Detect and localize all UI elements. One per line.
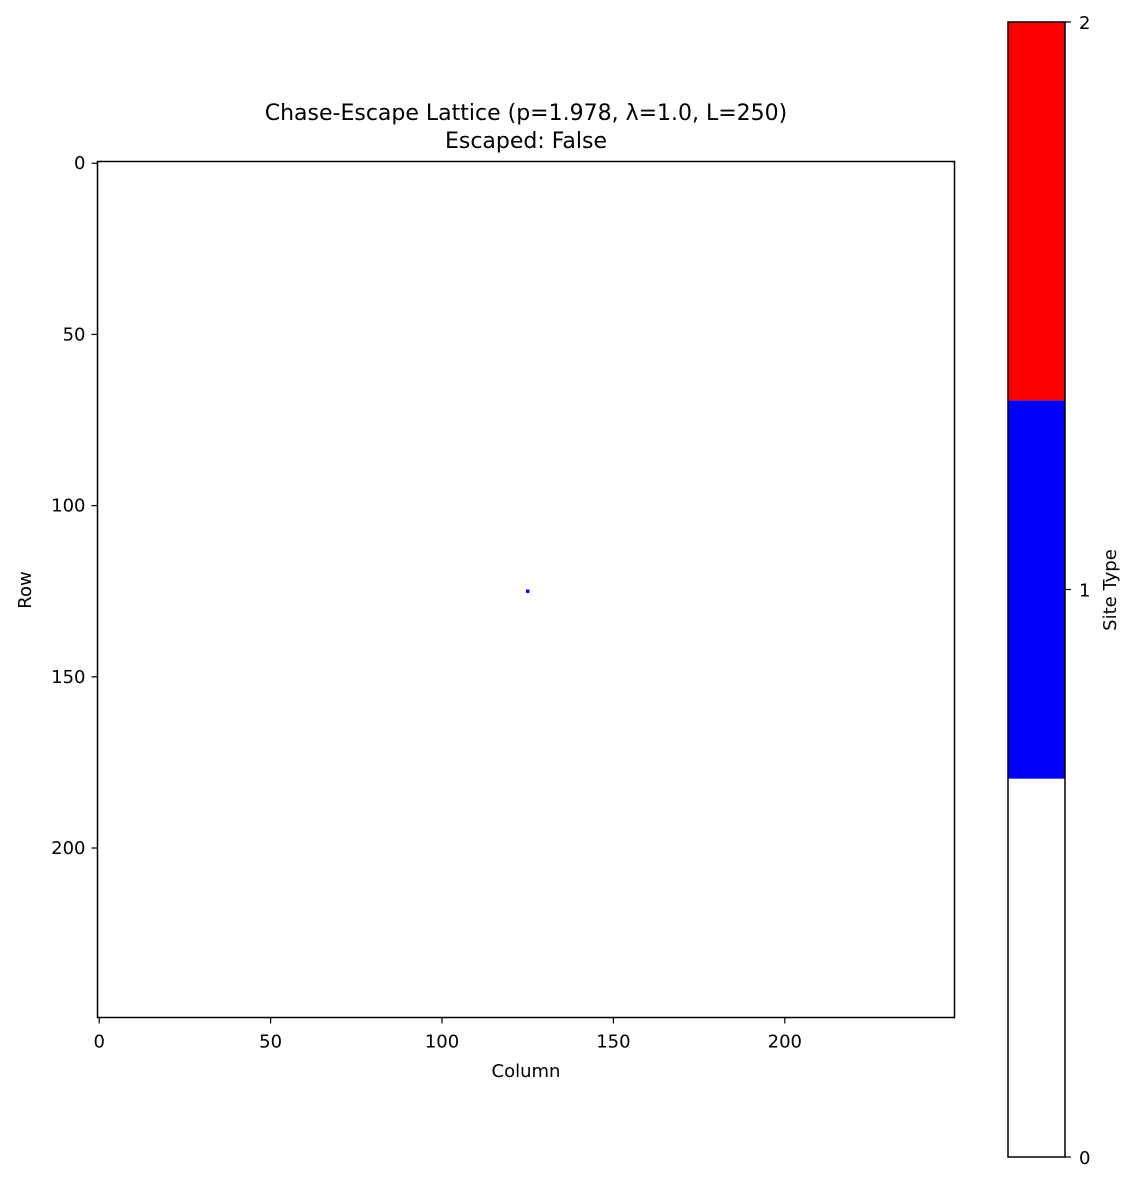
colorbar-segment-1 bbox=[1008, 400, 1065, 779]
x-tick-label-100: 100 bbox=[425, 1032, 459, 1053]
lattice-cell-0 bbox=[526, 589, 530, 593]
colorbar-tick-label-2: 2 bbox=[1079, 13, 1090, 34]
y-axis-label: Row bbox=[15, 571, 36, 608]
x-axis: 0 50 100 150 200 bbox=[93, 1017, 802, 1053]
colorbar-segment-2 bbox=[1008, 22, 1065, 401]
x-tick-label-200: 200 bbox=[768, 1032, 802, 1053]
chart-subtitle: Escaped: False bbox=[445, 129, 607, 154]
y-tick-label-200: 200 bbox=[51, 838, 85, 859]
y-axis: 0 50 100 150 200 bbox=[51, 153, 98, 859]
plot-area bbox=[96, 160, 956, 1019]
x-tick-label-50: 50 bbox=[259, 1032, 282, 1053]
x-tick-label-150: 150 bbox=[596, 1032, 630, 1053]
colorbar-tick-label-0: 0 bbox=[1079, 1148, 1090, 1169]
y-tick-label-50: 50 bbox=[63, 324, 86, 345]
y-tick-label-100: 100 bbox=[51, 496, 85, 517]
chart-title: Chase-Escape Lattice (p=1.978, λ=1.0, L=… bbox=[265, 101, 788, 126]
plot-frame bbox=[96, 160, 956, 1019]
colorbar: 0 1 2 bbox=[1007, 13, 1090, 1169]
colorbar-segment-0 bbox=[1008, 778, 1065, 1157]
x-tick-label-0: 0 bbox=[93, 1032, 104, 1053]
colorbar-tick-label-1: 1 bbox=[1079, 581, 1090, 602]
y-tick-label-150: 150 bbox=[51, 667, 85, 688]
x-axis-label: Column bbox=[492, 1061, 561, 1082]
colorbar-label: Site Type bbox=[1100, 549, 1121, 631]
y-tick-label-0: 0 bbox=[74, 153, 85, 174]
